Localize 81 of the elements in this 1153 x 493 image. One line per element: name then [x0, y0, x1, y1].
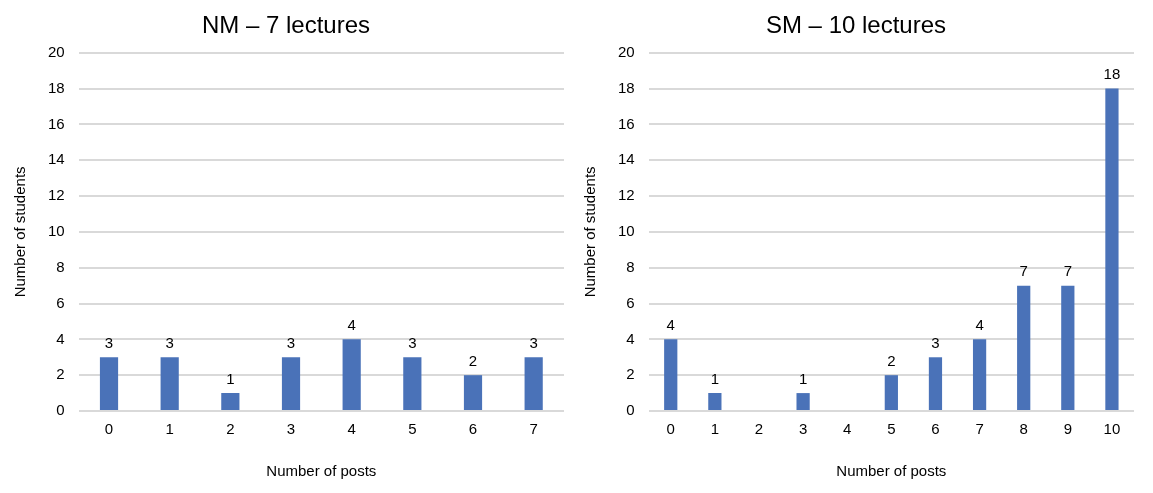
data-label: 3: [931, 333, 940, 351]
y-tick-label: 16: [618, 114, 635, 132]
data-label: 7: [1019, 262, 1028, 280]
bar: [1105, 88, 1119, 410]
x-tick-label: 7: [529, 420, 538, 438]
data-label: 18: [1103, 65, 1121, 83]
y-tick-label: 6: [626, 293, 635, 311]
data-label: 2: [468, 351, 478, 369]
y-tick-label: 18: [618, 78, 635, 96]
y-axis-title: Number of students: [581, 166, 599, 298]
y-tick-label: 2: [626, 365, 635, 383]
bar: [403, 357, 422, 410]
bar: [664, 339, 678, 410]
x-tick-label: 5: [408, 420, 417, 438]
data-label: 7: [1063, 262, 1072, 280]
bar: [1017, 285, 1031, 410]
bar: [708, 393, 722, 410]
data-label: 2: [887, 351, 896, 369]
bar: [928, 357, 943, 410]
bar: [1061, 285, 1075, 410]
y-tick-label: 10: [48, 222, 65, 240]
bar: [463, 375, 483, 410]
bar: [160, 357, 179, 410]
y-tick-label: 6: [56, 293, 65, 311]
y-tick-label: 12: [618, 186, 635, 204]
x-tick-label: 10: [1103, 420, 1121, 438]
bar: [221, 393, 240, 410]
x-tick-label: 6: [468, 420, 478, 438]
x-axis-title: Number of posts: [836, 462, 947, 480]
x-tick-label: 9: [1063, 420, 1072, 438]
y-tick-label: 14: [48, 150, 65, 168]
data-label: 3: [165, 333, 174, 351]
data-label: 1: [226, 369, 235, 387]
y-tick-label: 18: [48, 78, 65, 96]
data-label: 3: [408, 333, 417, 351]
bar: [342, 339, 361, 410]
bar: [796, 393, 810, 410]
y-tick-label: 14: [618, 150, 635, 168]
chart-title: NM – 7 lectures: [201, 11, 371, 39]
bar: [884, 375, 898, 410]
y-tick-label: 8: [56, 257, 65, 275]
x-tick-label: 4: [347, 420, 356, 438]
x-axis-title: Number of posts: [266, 462, 377, 480]
chart-title: SM – 10 lectures: [765, 11, 947, 39]
data-label: 4: [975, 316, 984, 333]
x-tick-label: 2: [226, 420, 235, 438]
x-tick-label: 0: [104, 420, 114, 438]
data-label: 4: [347, 316, 356, 333]
bar: [972, 339, 987, 410]
y-tick-label: 4: [56, 329, 65, 347]
y-tick-label: 0: [56, 401, 65, 419]
data-label: 4: [666, 316, 675, 333]
data-label: 3: [529, 333, 538, 351]
x-tick-label: 5: [887, 420, 896, 438]
y-tick-label: 2: [56, 365, 65, 383]
y-tick-label: 10: [618, 222, 635, 240]
bar: [524, 357, 543, 410]
x-tick-label: 1: [710, 420, 720, 438]
data-label: 1: [798, 369, 808, 387]
data-label: 3: [286, 333, 296, 351]
y-tick-label: 12: [48, 186, 65, 204]
x-tick-label: 0: [666, 420, 675, 438]
bar: [99, 357, 119, 410]
y-tick-label: 20: [618, 42, 635, 60]
x-tick-label: 2: [754, 420, 764, 438]
y-tick-label: 0: [626, 401, 635, 419]
y-tick-label: 20: [48, 42, 65, 60]
bar: [281, 357, 301, 410]
x-tick-label: 8: [1019, 420, 1028, 438]
y-tick-label: 8: [626, 257, 635, 275]
data-label: 1: [710, 369, 720, 387]
y-tick-label: 16: [48, 114, 65, 132]
x-tick-label: 1: [165, 420, 174, 438]
x-tick-label: 3: [798, 420, 808, 438]
x-tick-label: 6: [931, 420, 940, 438]
y-tick-label: 4: [626, 329, 635, 347]
x-tick-label: 3: [286, 420, 296, 438]
x-tick-label: 7: [975, 420, 984, 438]
x-tick-label: 4: [843, 420, 852, 438]
data-label: 3: [104, 333, 114, 351]
y-axis-title: Number of students: [11, 166, 29, 298]
